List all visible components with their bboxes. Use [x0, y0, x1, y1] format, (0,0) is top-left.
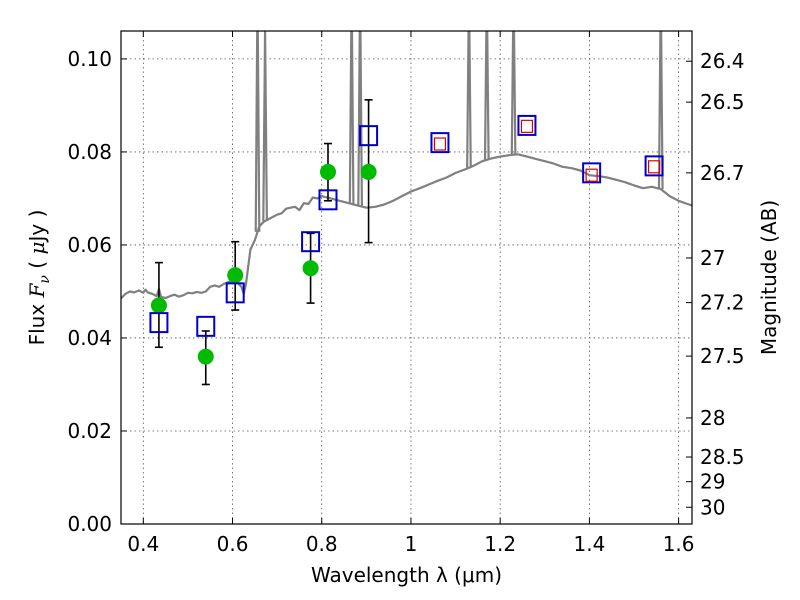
emission-line [657, 31, 664, 190]
observed-square [647, 160, 661, 174]
axis-ticks: 0.4 0.6 0.8 1 1.2 1.4 1.6 0.00 0.02 0.04 0.06 0.08 0… [67, 31, 745, 556]
y-tick-label: 0.08 [67, 140, 112, 164]
data-points-layer [149, 99, 664, 386]
y-tick-label: 0.04 [67, 326, 112, 350]
emission-line [510, 31, 517, 155]
emission-line [483, 31, 490, 160]
axis-labels: Wavelength λ (μm) Flux Fν ( μJy ) Magnit… [25, 200, 781, 587]
grid-lines [121, 31, 692, 525]
y-tick-label: 0.10 [67, 47, 112, 71]
emission-line [254, 31, 261, 232]
y-label-part: μ [25, 242, 49, 255]
y-label-part: ( [25, 255, 49, 276]
mag-tick-label: 26.5 [700, 90, 745, 114]
model-square [196, 315, 216, 337]
mag-tick-label: 29 [700, 470, 725, 494]
y-label-part: Flux [25, 297, 49, 345]
model-square [430, 132, 450, 154]
mag-tick-label: 26.7 [700, 161, 745, 185]
emission-line [348, 31, 355, 204]
spectrum-line [121, 153, 692, 300]
model-square [318, 189, 338, 211]
spectrum-layer [121, 31, 692, 300]
x-tick-label: 1.4 [573, 532, 605, 556]
observed-point [360, 163, 377, 180]
observed-square [433, 137, 447, 151]
observed-point [150, 297, 167, 314]
model-square [301, 231, 321, 253]
x-tick-label: 0.8 [306, 532, 338, 556]
x-tick-label: 0.6 [217, 532, 249, 556]
mag-tick-label: 27 [700, 246, 725, 270]
y-label-part: ν [37, 275, 53, 284]
mag-tick-label: 27.5 [700, 344, 745, 368]
x-tick-label: 1.6 [663, 532, 695, 556]
mag-tick-label: 30 [700, 495, 725, 519]
model-square [225, 282, 245, 304]
observed-point [227, 267, 244, 284]
emission-line [357, 31, 363, 207]
y-tick-label: 0.06 [67, 233, 112, 257]
model-square [517, 114, 537, 136]
observed-point [302, 260, 319, 277]
mag-tick-label: 28.5 [700, 445, 745, 469]
y-label-part: F [25, 282, 49, 298]
x-axis-label: Wavelength λ (μm) [311, 563, 502, 587]
y-tick-label: 0.02 [67, 419, 112, 443]
x-tick-label: 1 [405, 532, 418, 556]
model-square [582, 162, 602, 184]
emission-line [466, 31, 472, 168]
y-label-part: Jy ) [25, 210, 49, 244]
observed-square [520, 119, 534, 133]
mag-tick-label: 27.2 [700, 291, 745, 315]
observed-point [197, 348, 214, 365]
x-tick-label: 0.4 [127, 532, 159, 556]
emission-line [262, 31, 268, 222]
y-axis-label: Flux Fν ( μJy ) [25, 210, 53, 346]
model-square [644, 155, 664, 177]
model-square [359, 125, 379, 147]
model-square [149, 312, 169, 334]
observed-square [585, 168, 598, 182]
plot-frame [120, 30, 693, 525]
mag-tick-label: 26.4 [700, 49, 745, 73]
x-tick-label: 1.2 [484, 532, 516, 556]
y-tick-label: 0.00 [67, 512, 112, 536]
magnitude-axis-label: Magnitude (AB) [757, 200, 781, 355]
mag-tick-label: 28 [700, 406, 725, 430]
observed-point [319, 163, 336, 180]
